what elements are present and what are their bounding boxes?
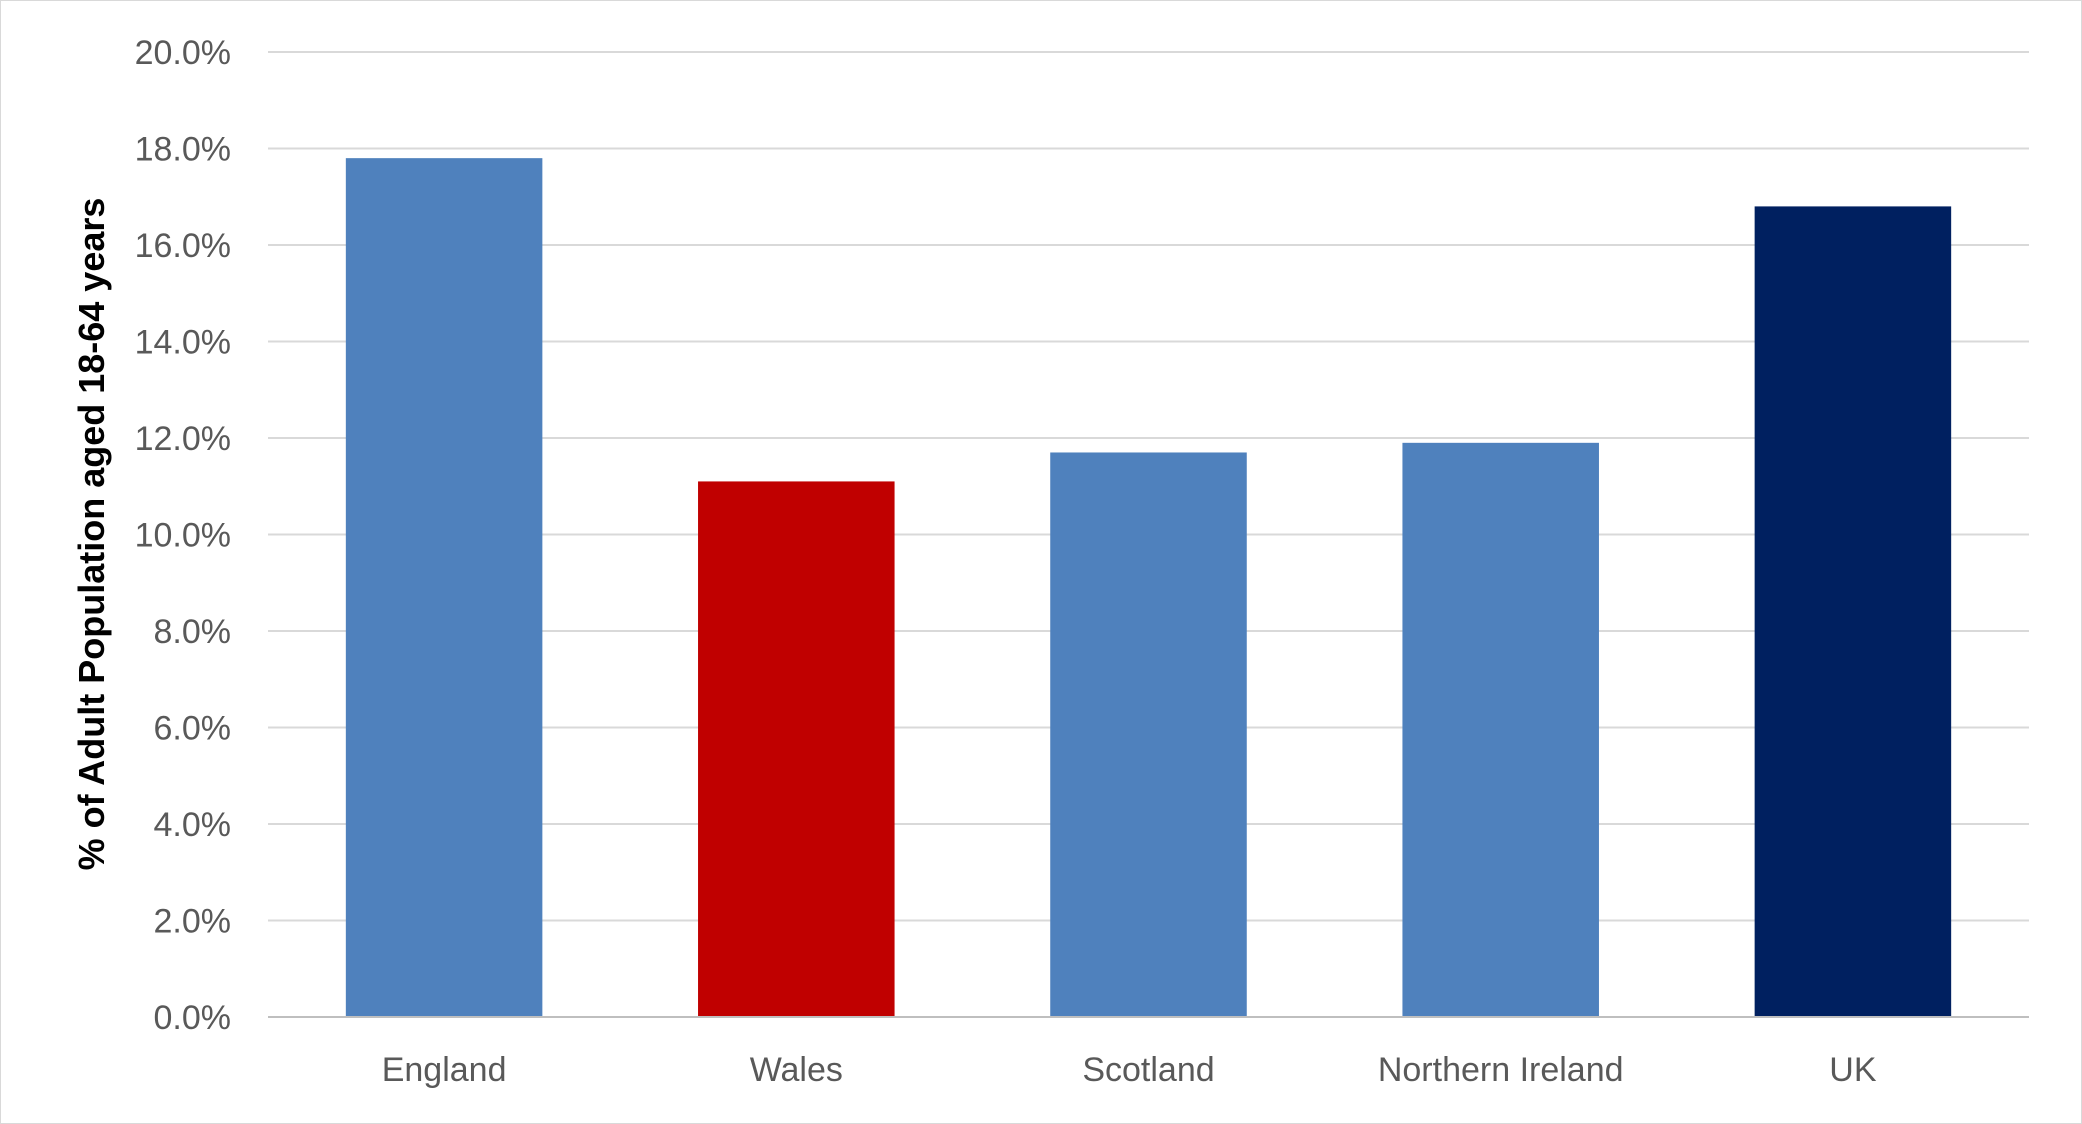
y-tick-label: 2.0% xyxy=(154,903,232,941)
y-tick-label: 6.0% xyxy=(154,710,232,748)
bar-england xyxy=(345,158,543,1017)
x-category-label: England xyxy=(382,1051,507,1089)
y-axis-tick-labels: 0.0% 2.0% 4.0% 6.0% 8.0% 10.0% 12.0% 14.0% 16.0%… xyxy=(135,34,231,1037)
bar-wales xyxy=(698,481,895,1017)
x-category-label: Northern Ireland xyxy=(1378,1051,1624,1089)
y-tick-label: 18.0% xyxy=(135,131,231,169)
bar-northern-ireland xyxy=(1402,442,1599,1017)
x-category-label: UK xyxy=(1829,1051,1877,1089)
bar-scotland xyxy=(1050,452,1247,1018)
bar-uk xyxy=(1754,206,1952,1017)
x-axis-category-labels: England Wales Scotland Northern Ireland UK xyxy=(382,1051,1877,1089)
x-category-label: Scotland xyxy=(1082,1051,1214,1089)
y-tick-label: 10.0% xyxy=(135,517,231,555)
y-tick-label: 12.0% xyxy=(135,420,231,458)
y-axis-title: % of Adult Population aged 18-64 years xyxy=(71,198,112,871)
x-category-label: Wales xyxy=(750,1051,843,1089)
y-tick-label: 8.0% xyxy=(154,613,232,651)
y-tick-label: 20.0% xyxy=(135,34,231,72)
bars xyxy=(345,158,1952,1018)
y-tick-label: 14.0% xyxy=(135,324,231,362)
y-tick-label: 0.0% xyxy=(154,999,232,1037)
y-tick-label: 4.0% xyxy=(154,806,232,844)
y-tick-label: 16.0% xyxy=(135,227,231,265)
